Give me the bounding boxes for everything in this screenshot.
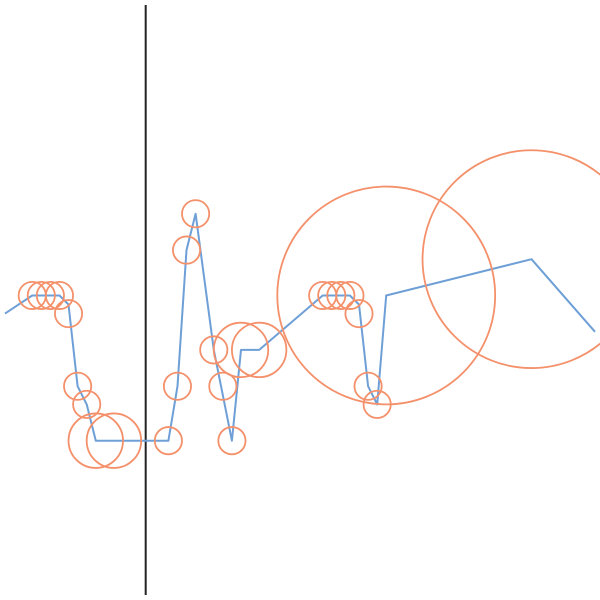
bubble-11	[172, 235, 202, 265]
bubble-1	[26, 280, 56, 310]
bubble-8	[85, 412, 143, 469]
bubble-17	[231, 321, 288, 379]
bubble-12	[181, 199, 211, 229]
bubble-19	[317, 280, 347, 310]
bubble-23	[353, 371, 383, 401]
bubble-3	[44, 280, 74, 310]
bubble-10	[162, 371, 192, 401]
bubble-16	[212, 321, 270, 379]
bubble-15	[217, 426, 247, 456]
bubble-20	[326, 280, 356, 310]
bubble-4	[54, 299, 84, 329]
bubble-group	[17, 149, 600, 469]
bubble-2	[35, 280, 65, 310]
series-line	[4, 212, 596, 442]
bubble-7	[67, 412, 124, 469]
bubble-22	[344, 299, 374, 329]
bubble-13	[199, 335, 229, 365]
bubble-25	[276, 185, 497, 406]
bubble-9	[153, 426, 183, 456]
bubble-26	[421, 149, 600, 369]
bubble-6	[72, 389, 102, 419]
bubble-21	[335, 280, 365, 310]
bubble-5	[63, 371, 93, 401]
bubble-14	[208, 371, 238, 401]
